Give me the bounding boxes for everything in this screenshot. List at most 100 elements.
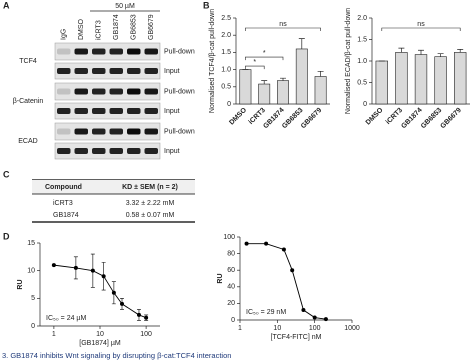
significance-label: * <box>263 50 266 57</box>
row-label: ECAD <box>18 138 37 145</box>
error-bar <box>317 70 324 77</box>
data-point <box>101 274 106 279</box>
x-tick-label: 1000 <box>344 325 360 332</box>
y-tick-label: 0.5 <box>357 79 367 86</box>
caption: 3. GB1874 inhibits Wnt signaling by disr… <box>2 351 231 360</box>
y-tick-label: 20 <box>227 300 235 307</box>
x-tick-label: DMSO <box>228 106 248 126</box>
x-tick-label: 100 <box>309 325 321 332</box>
bar <box>295 48 308 105</box>
blot-band <box>109 88 123 95</box>
data-point <box>136 312 141 317</box>
bar <box>454 52 467 105</box>
blot-band <box>57 88 71 95</box>
blot-band <box>74 68 88 74</box>
row-label: β-Catenin <box>13 98 44 105</box>
bar <box>414 54 428 105</box>
y-axis-label: Normalised ECAD/β-cat pull-down <box>345 8 352 114</box>
annotation: IC₅₀ = 24 µM <box>46 315 86 322</box>
y-axis-label: RU <box>217 273 224 283</box>
significance-bracket <box>381 27 461 31</box>
significance-label: * <box>253 59 256 66</box>
y-tick-label: 100 <box>223 234 235 241</box>
y-tick-label: 0 <box>227 101 231 108</box>
lane-label: DMSO <box>78 18 85 40</box>
data-point <box>111 290 116 295</box>
x-tick-label: 1 <box>238 325 242 332</box>
fraction-label: Input <box>164 148 180 155</box>
blot-strip <box>54 102 161 120</box>
data-point <box>312 315 317 320</box>
bar <box>239 69 252 105</box>
annotation: IC₅₀ = 29 nM <box>246 309 286 316</box>
table-cell: 3.32 ± 2.22 mM <box>126 200 175 207</box>
blot-band <box>127 148 141 154</box>
y-tick-label: 2.0 <box>357 15 367 22</box>
blot-band <box>144 108 158 114</box>
lane-label: GB6679 <box>148 14 155 40</box>
data-point <box>301 308 306 313</box>
data-point <box>144 315 149 320</box>
data-point <box>264 241 269 246</box>
y-tick-label: 1.5 <box>221 49 231 56</box>
data-point <box>244 241 249 246</box>
table-header: KD ± SEM (n = 2) <box>122 184 178 191</box>
table-cell: 0.58 ± 0.07 mM <box>126 212 175 219</box>
blot-band <box>57 108 71 114</box>
bar <box>314 76 327 105</box>
y-axis-label: RU <box>17 279 24 289</box>
fraction-label: Pull-down <box>164 48 195 55</box>
panel-label: D <box>3 231 10 241</box>
lane-label: IgG <box>61 29 68 40</box>
error-bar <box>457 49 464 53</box>
data-point <box>90 268 95 273</box>
blot-band <box>57 48 71 55</box>
y-tick-label: 2.5 <box>221 15 231 22</box>
y-tick-label: 80 <box>227 250 235 257</box>
y-tick-label: 2.0 <box>221 32 231 39</box>
error-bar <box>418 49 424 55</box>
blot-band <box>127 68 141 74</box>
blot-band <box>74 108 88 114</box>
error-bar <box>437 53 444 57</box>
significance-bracket <box>245 56 284 61</box>
x-tick-label: 100 <box>140 331 152 338</box>
blot-band <box>57 148 71 154</box>
fit-curve <box>53 264 147 319</box>
bar <box>375 60 388 105</box>
error-bar <box>280 77 286 81</box>
x-tick-label: GB6679 <box>440 107 463 130</box>
error-bar <box>398 47 405 53</box>
y-tick-label: 1.5 <box>357 36 367 43</box>
blot-band <box>92 108 106 114</box>
blot-strip <box>54 42 161 61</box>
lane-label: GB1874 <box>113 14 120 40</box>
fraction-label: Pull-down <box>164 128 195 135</box>
blot-band <box>109 108 123 114</box>
y-tick-label: 0.5 <box>221 84 231 91</box>
row-label: TCF4 <box>19 58 37 65</box>
blot-band <box>109 148 123 154</box>
error-bar <box>261 80 268 85</box>
y-tick-label: 10 <box>27 268 35 275</box>
blot-strip <box>54 62 161 80</box>
blot-band <box>109 48 123 55</box>
y-tick-label: 40 <box>227 284 235 291</box>
x-axis-label: [GB1874] µM <box>79 340 121 347</box>
blot-band <box>92 148 106 154</box>
blot-band <box>92 68 106 74</box>
panel-label: C <box>3 169 10 179</box>
significance-bracket <box>245 27 321 31</box>
lane-label: GB6853 <box>131 14 138 40</box>
y-axis-label: Normalised TCF4/β-cat pull-down <box>209 9 216 113</box>
blot-band <box>74 128 88 135</box>
blot-band <box>74 88 88 95</box>
lane-label: iCRT3 <box>96 20 103 40</box>
x-tick-label: DMSO <box>365 106 385 126</box>
x-axis-label: [TCF4-FITC] nM <box>271 334 322 341</box>
y-tick-label: 5 <box>31 295 35 302</box>
blot-strip <box>54 122 161 141</box>
y-tick-label: 15 <box>27 240 35 247</box>
bar <box>434 56 447 105</box>
